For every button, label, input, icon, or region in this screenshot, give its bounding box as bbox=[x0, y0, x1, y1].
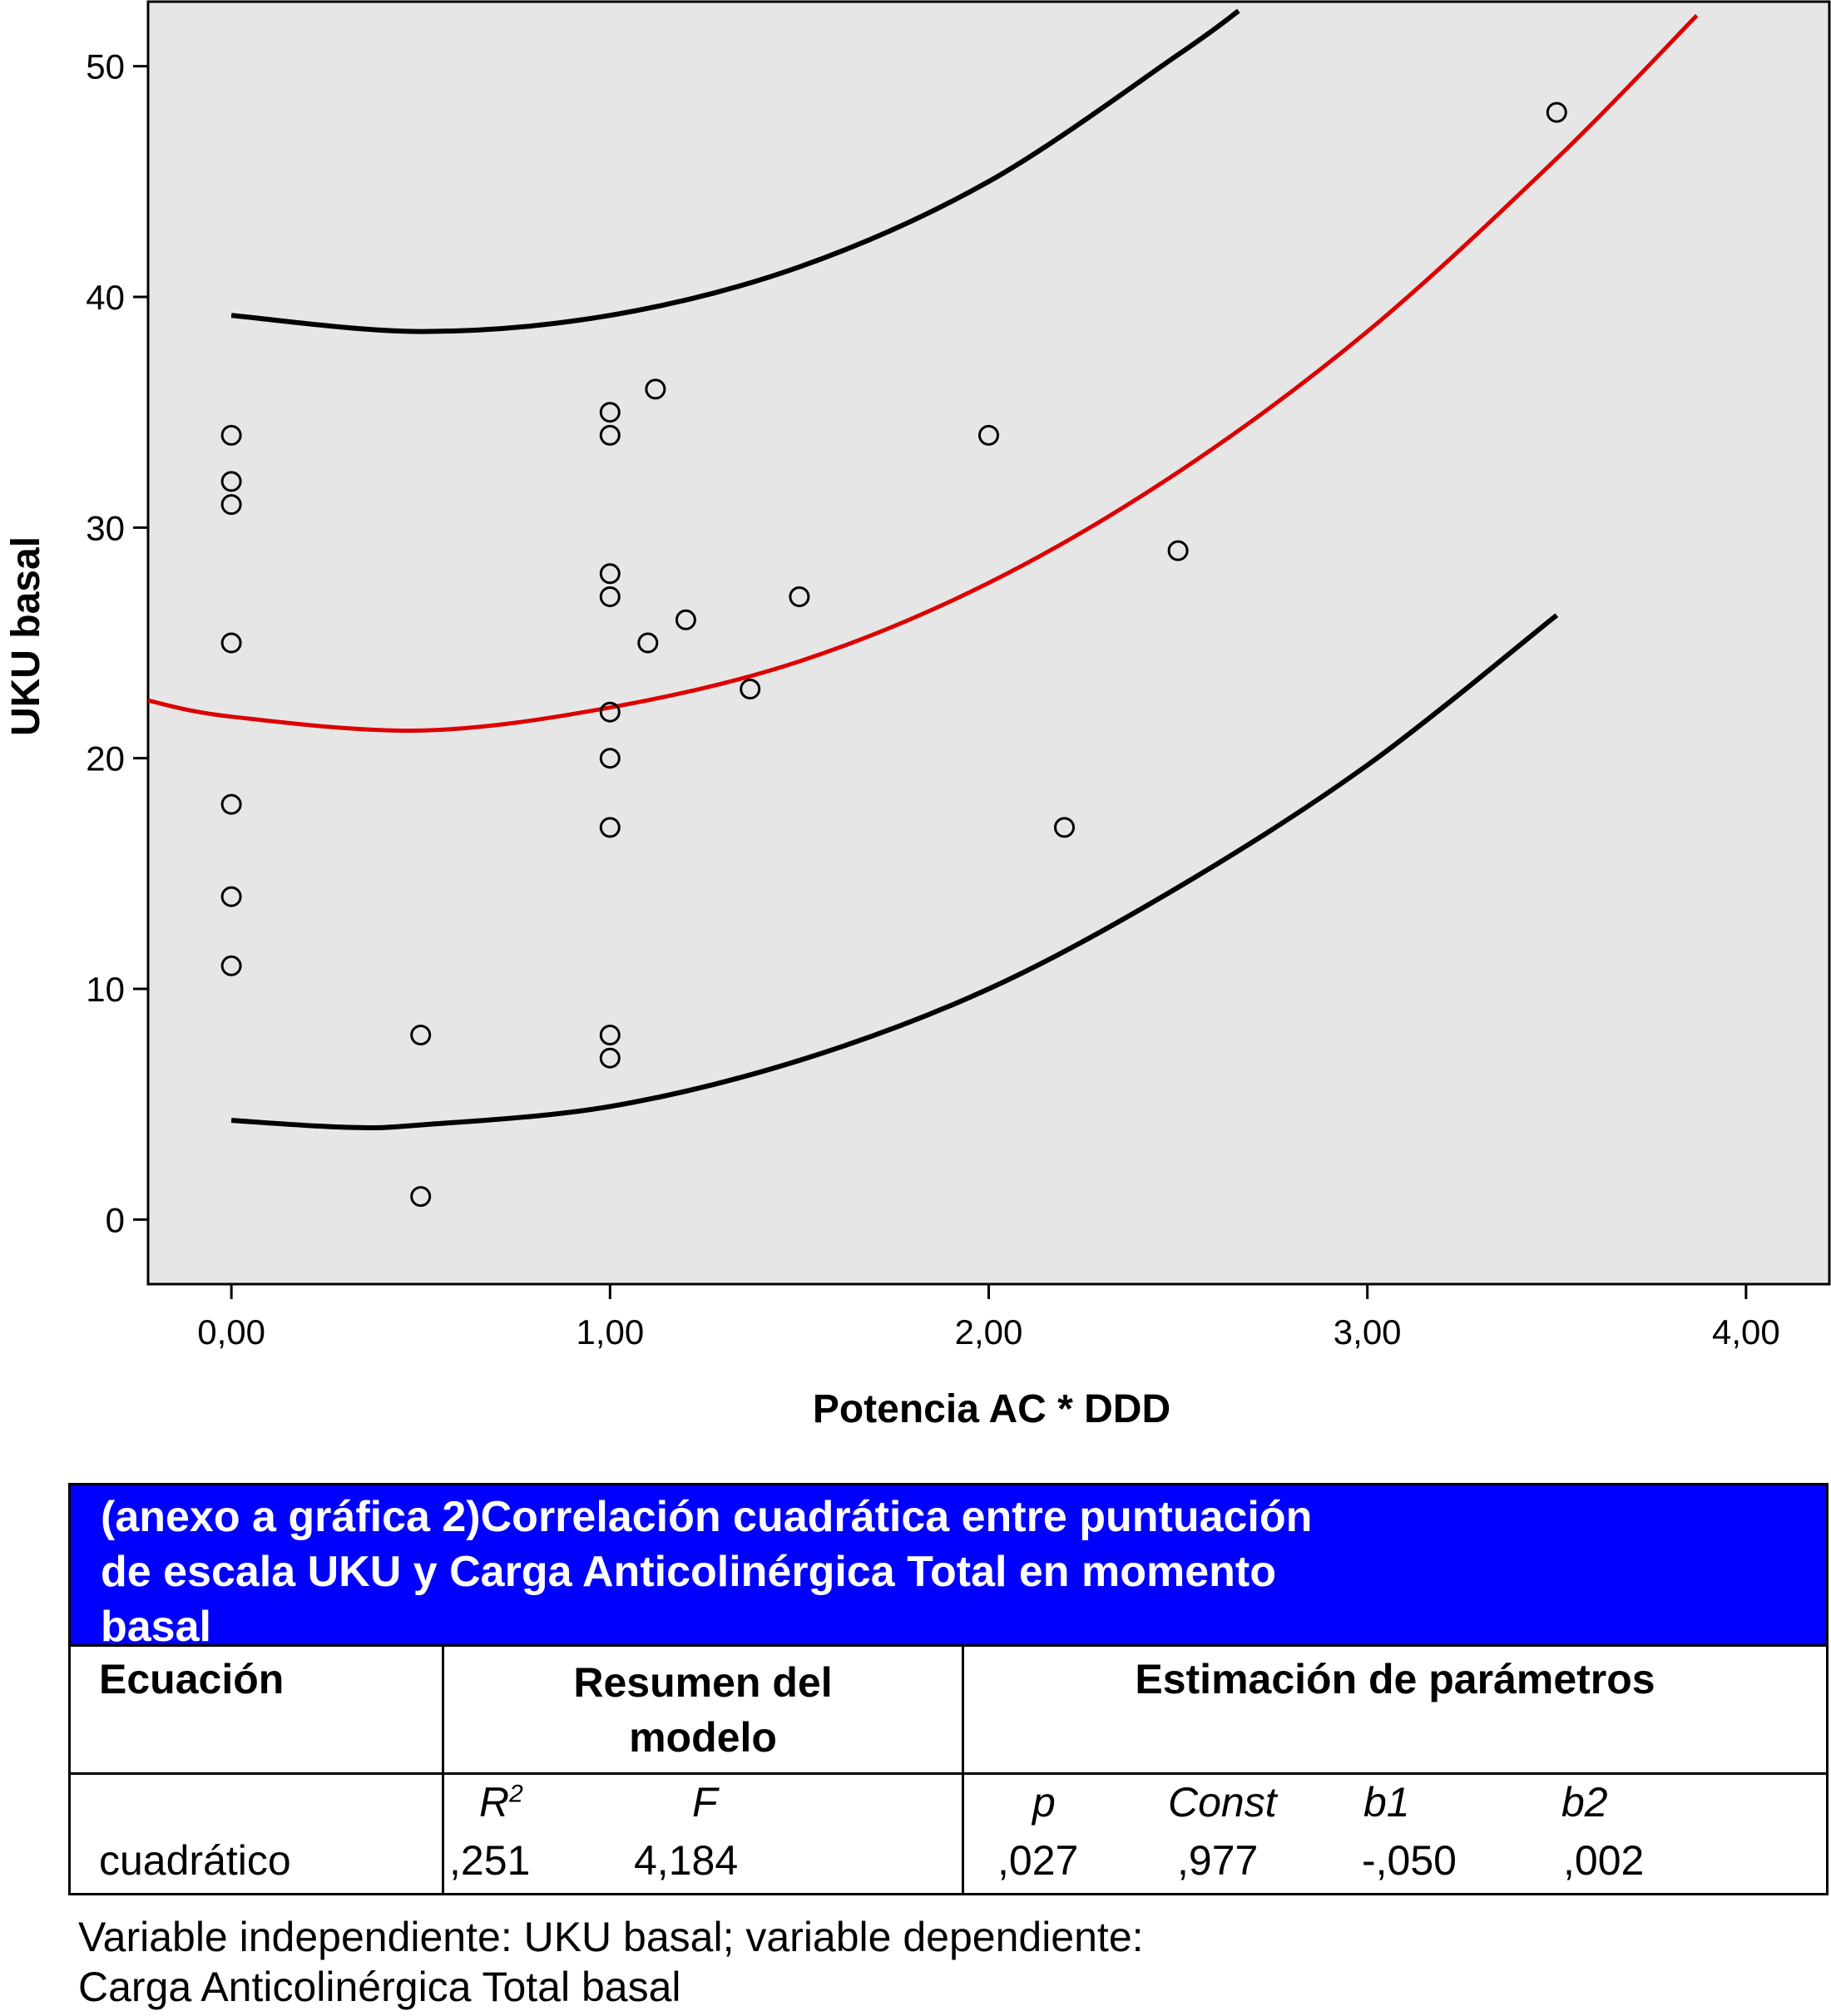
data-point bbox=[599, 748, 621, 769]
sub-header-b1: b1 bbox=[1363, 1779, 1410, 1826]
scatter-chart: 0,00 1,00 2,00 3,00 4,00 0 10 20 30 40 50 Potenci… bbox=[4, 0, 1831, 1431]
equation-value: cuadrático bbox=[99, 1837, 291, 1884]
data-point bbox=[599, 424, 621, 446]
quadratic-fit-line bbox=[147, 13, 1699, 734]
value-r2: ,251 bbox=[449, 1837, 531, 1884]
data-point bbox=[220, 424, 242, 446]
y-tick-label: 0 bbox=[106, 1200, 125, 1239]
cell-parameter-estimates: p Const b1 b2 ,027 ,977 -,050 ,002 bbox=[963, 1774, 1828, 1895]
data-point bbox=[220, 955, 242, 976]
data-point bbox=[220, 793, 242, 815]
upper-interval-line bbox=[230, 8, 1240, 334]
x-axis: 0,00 1,00 2,00 3,00 4,00 bbox=[197, 1284, 1780, 1351]
cell-model-summary: R2 F ,251 4,184 bbox=[443, 1773, 964, 1895]
table-header-row: Ecuación Resumen del modelo Estimación d… bbox=[69, 1645, 1828, 1775]
data-point bbox=[220, 632, 242, 654]
table-title: (anexo a gráfica 2)Correlación cuadrátic… bbox=[68, 1483, 1829, 1651]
data-point bbox=[740, 679, 761, 699]
points-layer bbox=[220, 101, 1567, 1208]
curves-layer bbox=[147, 8, 1699, 1131]
data-point bbox=[637, 632, 659, 654]
footnote-line: Carga Anticolinérgica Total basal bbox=[78, 1964, 681, 2010]
data-point bbox=[410, 1025, 432, 1045]
results-table-block: (anexo a gráfica 2)Correlación cuadrátic… bbox=[68, 1483, 1829, 2012]
cell-equation: cuadrático bbox=[69, 1773, 444, 1895]
sub-header-r2: R2 bbox=[479, 1778, 523, 1826]
data-point bbox=[599, 563, 621, 585]
lower-interval-line bbox=[230, 613, 1559, 1131]
header-equation: Ecuación bbox=[69, 1645, 444, 1775]
y-axis: 0 10 20 30 40 50 bbox=[86, 47, 148, 1239]
y-tick-label: 30 bbox=[86, 508, 125, 547]
table-footnote: Variable independiente: UKU basal; varia… bbox=[68, 1895, 1829, 2012]
x-tick-label: 4,00 bbox=[1712, 1312, 1780, 1351]
y-axis-title: UKU basal bbox=[4, 536, 48, 736]
data-point bbox=[599, 1025, 621, 1045]
data-point bbox=[1167, 540, 1189, 561]
r2-base: R bbox=[479, 1779, 510, 1826]
y-tick-label: 10 bbox=[86, 970, 125, 1009]
value-const: ,977 bbox=[1177, 1837, 1259, 1884]
value-b1: -,050 bbox=[1362, 1837, 1457, 1884]
value-f: 4,184 bbox=[634, 1837, 739, 1884]
y-tick-label: 50 bbox=[86, 47, 125, 86]
x-tick-label: 3,00 bbox=[1334, 1312, 1402, 1351]
data-point bbox=[978, 424, 999, 446]
results-table: Ecuación Resumen del modelo Estimación d… bbox=[68, 1644, 1829, 1895]
data-point bbox=[410, 1186, 432, 1208]
data-point bbox=[599, 1047, 621, 1069]
y-tick-label: 40 bbox=[86, 278, 125, 317]
value-b2: ,002 bbox=[1563, 1837, 1645, 1884]
table-title-line: (anexo a gráfica 2)Correlación cuadrátic… bbox=[101, 1493, 1313, 1541]
data-point bbox=[1054, 817, 1075, 838]
data-point bbox=[220, 886, 242, 907]
footnote-line: Variable independiente: UKU basal; varia… bbox=[78, 1914, 1144, 1960]
r2-superscript: 2 bbox=[509, 1780, 523, 1808]
header-model-line: modelo bbox=[629, 1714, 777, 1761]
data-point bbox=[599, 817, 621, 838]
x-tick-label: 0,00 bbox=[197, 1312, 265, 1351]
sub-header-f: F bbox=[692, 1779, 718, 1826]
data-point bbox=[599, 586, 621, 607]
data-point bbox=[599, 402, 621, 423]
table-title-line: de escala UKU y Carga Anticolinérgica To… bbox=[101, 1548, 1277, 1596]
data-point bbox=[220, 471, 242, 492]
data-point bbox=[220, 494, 242, 516]
x-tick-label: 1,00 bbox=[576, 1312, 644, 1351]
data-point bbox=[599, 701, 621, 723]
data-point bbox=[645, 378, 666, 400]
x-tick-label: 2,00 bbox=[955, 1312, 1023, 1351]
data-point bbox=[789, 586, 810, 607]
value-p: ,027 bbox=[997, 1837, 1079, 1884]
plot-area bbox=[146, 0, 1831, 1286]
data-point bbox=[1546, 101, 1567, 123]
sub-header-const: Const bbox=[1168, 1779, 1277, 1826]
table-row: cuadrático R2 F ,251 4,184 p Const b1 b2… bbox=[69, 1773, 1828, 1895]
table-title-line: basal bbox=[101, 1603, 211, 1651]
header-model-summary: Resumen del modelo bbox=[443, 1645, 964, 1775]
sub-header-p: p bbox=[1032, 1779, 1056, 1826]
sub-header-b2: b2 bbox=[1561, 1779, 1608, 1826]
header-model-line: Resumen del bbox=[573, 1659, 833, 1706]
data-point bbox=[675, 609, 696, 630]
header-parameter-estimates: Estimación de parámetros bbox=[963, 1645, 1828, 1775]
y-tick-label: 20 bbox=[86, 739, 125, 778]
x-axis-title: Potencia AC * DDD bbox=[813, 1387, 1170, 1431]
